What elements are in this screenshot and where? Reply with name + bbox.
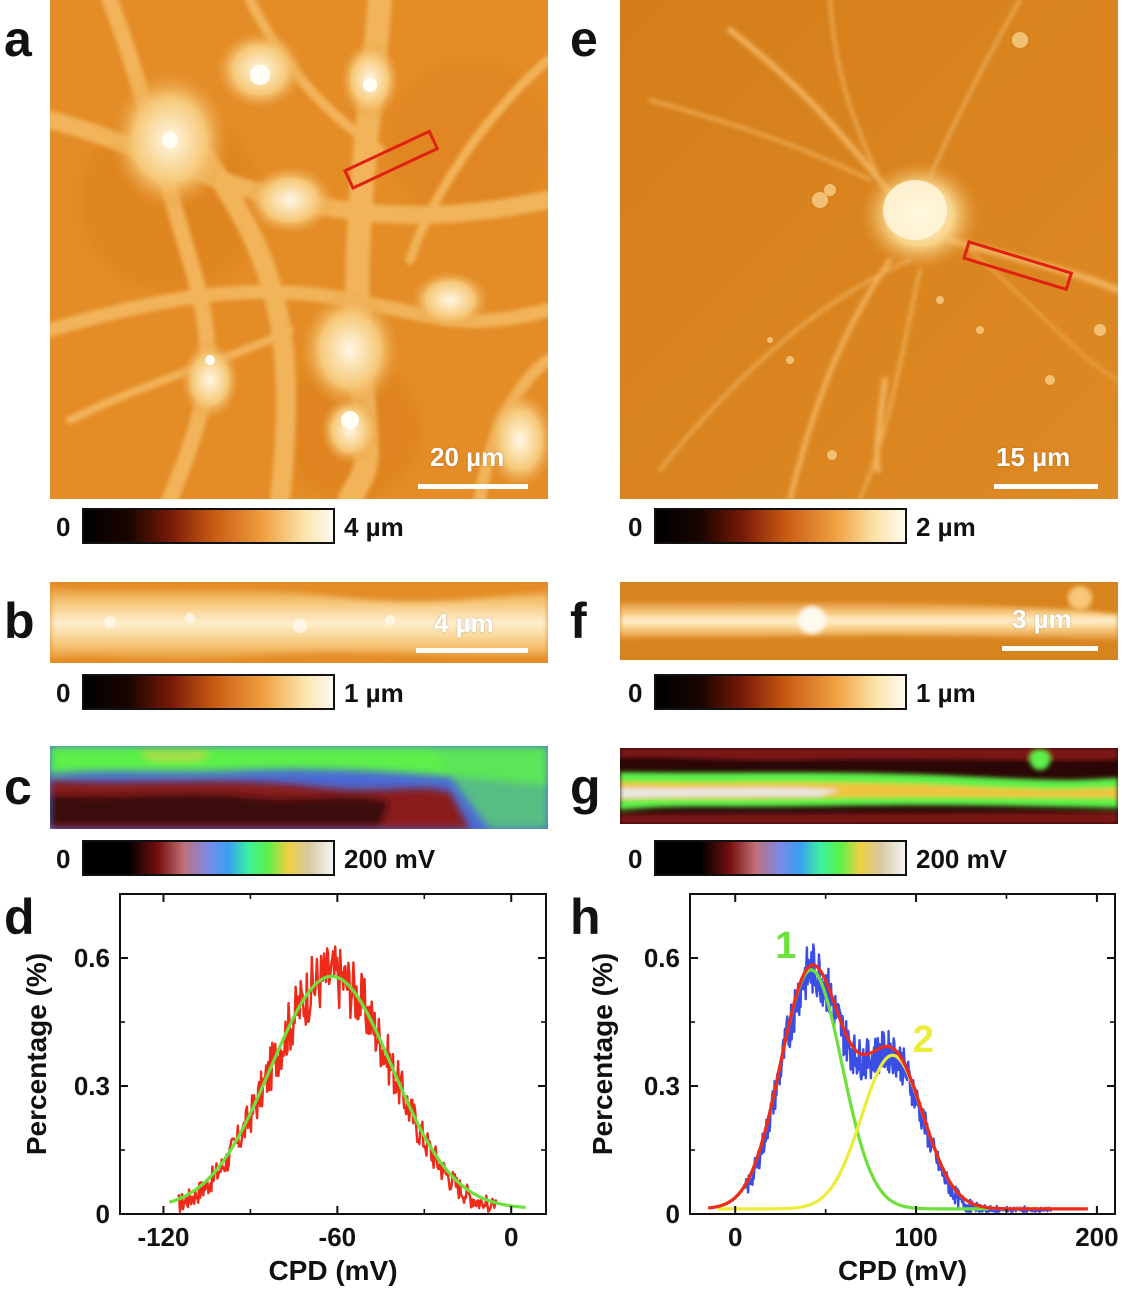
y-tick-label: 0.3: [74, 1071, 110, 1101]
colorbar-g: [654, 840, 907, 876]
fit-curve-series: [716, 1053, 1080, 1211]
colorbar-min-b: 0: [56, 678, 71, 708]
colorbar-e: [654, 508, 907, 544]
x-tick-label: -120: [137, 1222, 189, 1252]
scale-text-e: 15 µm: [996, 442, 1071, 472]
panel-label-g: g: [570, 759, 601, 815]
colorbar-a: [82, 508, 335, 544]
colorbar-max-c: 200 mV: [344, 844, 436, 874]
y-axis-label: Percentage (%): [587, 953, 618, 1155]
peak-annotation: 2: [913, 1019, 934, 1061]
x-axis-label: CPD (mV): [268, 1255, 397, 1286]
panel-label-f: f: [570, 593, 587, 649]
colorbar-b: [82, 674, 335, 710]
y-axis-label: Percentage (%): [21, 953, 52, 1155]
scale-bar-a: [418, 484, 528, 489]
colorbar-min-e: 0: [628, 512, 643, 542]
colorbar-min-c: 0: [56, 844, 71, 874]
plot-frame: [689, 893, 1116, 1215]
x-tick-label: 200: [1075, 1222, 1118, 1252]
panel-label-a: a: [4, 11, 32, 67]
x-tick-label: 0: [728, 1222, 742, 1252]
panel-label-e: e: [570, 11, 598, 67]
scale-text-f: 3 µm: [1012, 604, 1072, 634]
scale-bar-b: [416, 648, 528, 653]
y-tick-label: 0: [666, 1199, 680, 1229]
panel-label-b: b: [4, 593, 35, 649]
single-neuron-topography: [620, 0, 1118, 499]
panel-label-c: c: [4, 759, 32, 815]
neurite-topography-b: [50, 582, 548, 663]
afm-image-f: 3 µm: [620, 582, 1118, 660]
x-tick-label: -60: [319, 1222, 357, 1252]
y-tick-label: 0.6: [644, 943, 680, 973]
y-tick-label: 0.6: [74, 943, 110, 973]
scale-bar-f: [1002, 646, 1098, 651]
fit-curve-series: [168, 974, 526, 1209]
colorbar-f: [654, 674, 907, 710]
scale-text-b: 4 µm: [434, 608, 494, 638]
afm-image-b: 4 µm: [50, 582, 548, 663]
histogram-series: [743, 943, 1053, 1213]
panel-label-h: h: [570, 889, 601, 945]
y-tick-label: 0: [96, 1199, 110, 1229]
colorbar-max-f: 1 µm: [916, 678, 976, 708]
afm-image-e: 15 µm: [620, 0, 1118, 499]
kpfm-image-c: [50, 746, 548, 829]
scale-bar-e: [994, 484, 1098, 489]
colorbar-min-a: 0: [56, 512, 71, 542]
plot-frame: [119, 893, 547, 1215]
cpd-map-g: [620, 748, 1118, 824]
x-axis-label: CPD (mV): [838, 1255, 967, 1286]
panel-label-d: d: [4, 889, 35, 945]
cpd-map-c: [50, 746, 548, 829]
neuron-network-topography: [50, 0, 548, 499]
colorbar-min-g: 0: [628, 844, 643, 874]
colorbar-max-e: 2 µm: [916, 512, 976, 542]
colorbar-max-g: 200 mV: [916, 844, 1008, 874]
colorbar-min-f: 0: [628, 678, 643, 708]
histogram-chart-h: 0 100 200 0 0.3 0.6 CPD (mV) Percentage (%) 1 2: [587, 893, 1119, 1286]
colorbar-max-b: 1 µm: [344, 678, 404, 708]
colorbar-c: [82, 840, 335, 876]
peak-annotation: 1: [775, 925, 796, 967]
x-tick-label: 0: [504, 1222, 518, 1252]
fit-curve-series: [707, 963, 1089, 1211]
y-tick-label: 0.3: [644, 1071, 680, 1101]
scale-text-a: 20 µm: [430, 442, 505, 472]
kpfm-image-g: [620, 748, 1118, 824]
afm-image-a: 20 µm: [50, 0, 548, 499]
colorbar-max-a: 4 µm: [344, 512, 404, 542]
histogram-chart-d: -120 -60 0 0 0.3 0.6 CPD (mV) Percentage (%): [21, 893, 547, 1286]
x-tick-label: 100: [894, 1222, 937, 1252]
